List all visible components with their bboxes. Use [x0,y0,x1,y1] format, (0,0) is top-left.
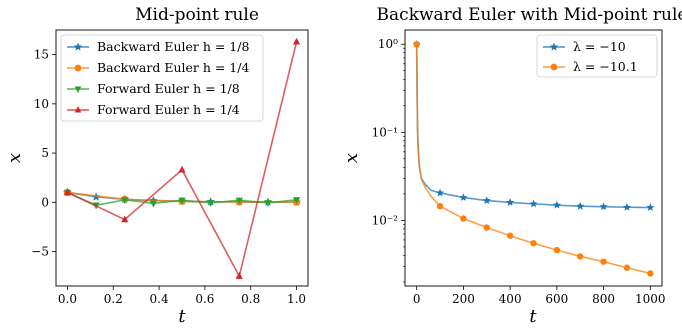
left-panel: Mid-point rule 0.0 0.2 0.4 0.6 0.8 1.0 −5 0 5 10 1… [4,5,309,327]
point-0-2-7 [264,200,272,207]
right-ylabel: x [341,153,362,163]
point-1-0-16 [599,202,608,211]
ytick-label-0-3: 10 [34,97,49,111]
point-1-0-17 [622,203,631,211]
right-xlabel: t [529,306,537,327]
series-0-2 [63,189,301,210]
point-0-3-3 [235,272,243,279]
series-0-3 [63,37,301,279]
legend-marker-0-3 [74,106,82,113]
legend-label-0-0: Backward Euler h = 1/8 [97,39,249,54]
legend-marker-1-0 [549,42,559,51]
point-0-3-0 [63,188,72,196]
point-0-2-2 [121,197,129,204]
legend-label-0-3: Forward Euler h = 1/4 [97,102,240,117]
point-0-2-3 [149,200,157,208]
point-1-1-10 [460,215,467,222]
point-1-1-14 [553,246,561,254]
point-1-1-17 [623,264,631,271]
xtick-label-1-3: 600 [545,292,568,306]
legend-marker-0-2 [74,86,82,93]
ytick-label-0-2: 5 [41,146,49,160]
xtick-label-1-0: 0 [413,292,421,306]
point-0-3-4 [292,37,301,45]
xtick-label-1-4: 800 [592,292,615,306]
ytick-label-0-1: 0 [41,195,49,209]
xtick-label-0-4: 0.8 [241,292,260,306]
legend-label-1-1: λ = −10.1 [573,59,638,74]
legend-marker-1-1 [550,63,558,71]
point-0-2-6 [235,197,243,205]
ytick-label-1-0: 10⁻² [372,213,399,227]
point-1-1-0 [413,41,420,48]
xtick-label-0-2: 0.4 [150,292,169,306]
point-1-1-12 [506,232,514,239]
point-1-0-13 [529,199,538,208]
xtick-label-0-1: 0.2 [104,292,123,306]
frame-0 [55,29,309,287]
point-1-0-10 [459,193,468,201]
point-1-1-16 [600,258,607,265]
legend-frame-1 [536,34,658,78]
point-0-2-5 [207,200,215,207]
point-1-1-13 [530,240,537,247]
point-1-0-12 [506,198,515,206]
point-1-1-9 [436,202,444,210]
xtick-label-1-1: 200 [452,292,475,306]
point-0-3-2 [178,165,186,173]
ytick-label-1-2: 10⁰ [378,37,398,51]
point-1-0-11 [482,196,491,204]
point-1-0-15 [576,201,585,210]
xtick-label-0-3: 0.6 [195,292,214,306]
point-0-3-1 [121,215,129,223]
xtick-label-0-0: 0.0 [58,292,77,306]
point-0-2-8 [292,197,301,204]
series-line-1-1 [415,44,651,275]
frame-1 [404,29,663,287]
legend-1: λ = −10 λ = −10.1 [536,34,658,78]
xtick-label-1-2: 400 [499,292,522,306]
ytick-label-0-4: 15 [34,48,49,62]
point-1-0-18 [646,203,655,211]
xtick-label-0-5: 1.0 [287,292,306,306]
legend-frame-0 [60,34,264,122]
right-title: Backward Euler with Mid-point rule [377,5,682,25]
series-1-1 [413,41,654,277]
legend-marker-0-0 [73,42,83,51]
left-xlabel: t [178,306,186,327]
left-title: Mid-point rule [135,5,259,25]
left-plot-area: 0.0 0.2 0.4 0.6 0.8 1.0 −5 0 5 10 15 Backward Euler… [31,29,309,306]
ytick-label-0-0: −5 [31,245,49,259]
point-1-1-18 [647,270,654,277]
xtick-label-1-5: 1000 [635,292,666,306]
point-1-1-11 [483,224,490,231]
point-0-2-4 [178,197,186,205]
left-ylabel: x [4,153,25,163]
point-1-0-9 [436,188,445,197]
legend-0: Backward Euler h = 1/8 Backward Euler h =… [60,34,264,122]
point-1-1-15 [577,253,584,260]
ytick-label-1-1: 10⁻¹ [372,125,398,139]
right-panel: Backward Euler with Mid-point rule 0 200 4… [341,5,682,327]
legend-marker-0-1 [74,64,82,72]
point-1-0-14 [552,200,561,209]
legend-label-0-2: Forward Euler h = 1/8 [97,81,240,96]
legend-label-0-1: Backward Euler h = 1/4 [97,60,249,75]
legend-label-1-0: λ = −10 [573,39,626,54]
